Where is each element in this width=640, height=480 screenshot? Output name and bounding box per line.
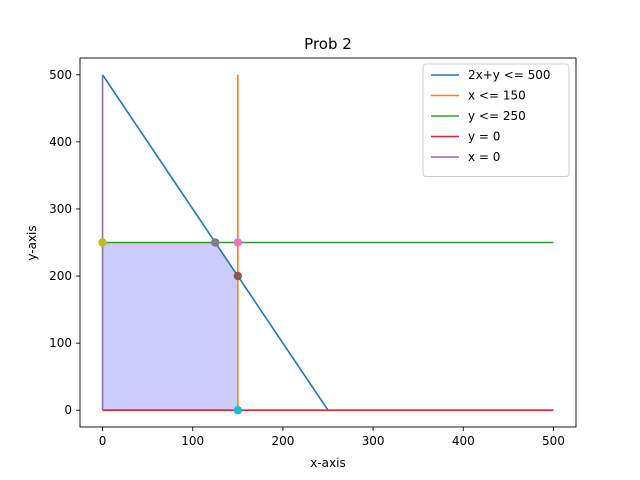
- axes-frame: [79, 57, 577, 428]
- data-point-3: [233, 271, 243, 281]
- x-tick-label-3: 300: [362, 434, 385, 448]
- feasible-region: [102, 242, 238, 411]
- y-tick-label-5: 500: [49, 68, 72, 82]
- x-tick-label-5: 500: [542, 434, 565, 448]
- y-tick-label-3: 300: [49, 202, 72, 216]
- legend-box: [422, 63, 570, 177]
- x-tick-label-4: 400: [452, 434, 475, 448]
- data-point-1: [211, 238, 220, 247]
- x-tick-label-2: 200: [271, 434, 294, 448]
- legend-label-0: 2x+y <= 500: [468, 68, 551, 82]
- x-axis-label: x-axis: [310, 456, 345, 470]
- x-tick-label-0: 0: [99, 434, 107, 448]
- data-point-2: [233, 238, 243, 247]
- legend-label-3: y = 0: [468, 130, 500, 144]
- y-axis-label: y-axis: [25, 225, 39, 260]
- legend-label-2: y <= 250: [468, 109, 526, 123]
- data-point-4: [233, 406, 243, 415]
- legend-label-4: x = 0: [468, 150, 500, 164]
- chart-title: Prob 2: [304, 35, 352, 53]
- y-tick-label-4: 400: [49, 135, 72, 149]
- x-tick-label-1: 100: [181, 434, 204, 448]
- y-tick-label-1: 100: [49, 336, 72, 350]
- plot-area: 0 100 200 300 400 500 0 100 200 300 400 500: [49, 57, 577, 448]
- y-tick-label-2: 200: [49, 269, 72, 283]
- legend: 2x+y <= 500 x <= 150 y <= 250 y = 0 x = 0: [422, 63, 570, 177]
- data-point-0: [98, 238, 107, 247]
- y-tick-label-0: 0: [64, 403, 72, 417]
- legend-label-1: x <= 150: [468, 89, 526, 103]
